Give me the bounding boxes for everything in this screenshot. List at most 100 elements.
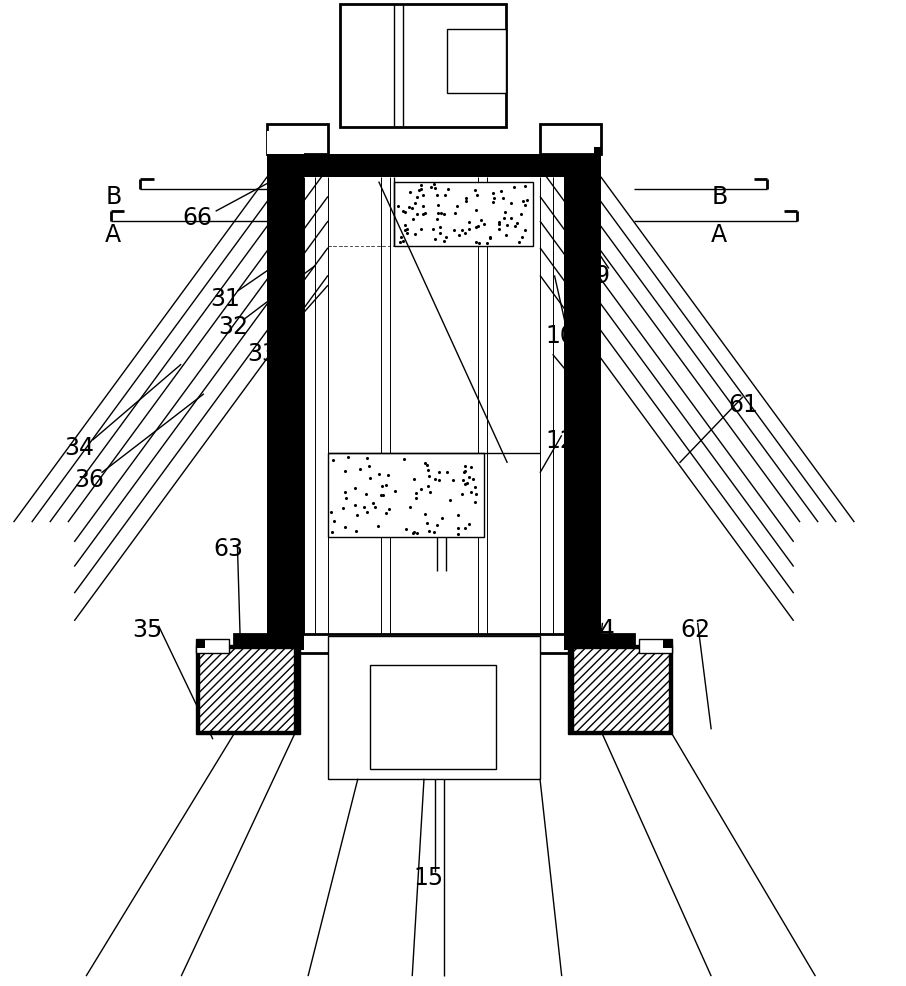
Point	[492, 215, 506, 231]
Point	[325, 525, 340, 540]
Point	[409, 485, 423, 501]
Point	[416, 188, 430, 204]
Point	[420, 478, 435, 494]
Point	[483, 231, 497, 246]
Point	[348, 498, 362, 514]
Point	[392, 235, 407, 250]
Point	[464, 484, 478, 500]
Point	[455, 223, 469, 239]
Point	[426, 222, 440, 238]
Bar	[267, 155, 601, 177]
Point	[412, 182, 427, 198]
Point	[409, 196, 423, 212]
Point	[517, 223, 532, 239]
Point	[429, 232, 443, 247]
Point	[438, 188, 452, 204]
Bar	[196, 646, 300, 735]
Point	[518, 198, 533, 214]
Text: 61: 61	[728, 392, 757, 416]
Bar	[234, 634, 267, 654]
Point	[398, 218, 412, 234]
Point	[462, 517, 477, 532]
Point	[492, 222, 506, 238]
Point	[409, 490, 423, 506]
Bar	[196, 639, 205, 649]
Point	[327, 514, 342, 529]
Point	[418, 206, 432, 222]
Point	[410, 207, 425, 223]
Bar	[568, 646, 672, 735]
Point	[410, 190, 425, 206]
Point	[439, 230, 454, 246]
Point	[480, 237, 495, 252]
Point	[466, 471, 480, 487]
Point	[427, 177, 441, 193]
Point	[461, 222, 476, 238]
Point	[394, 230, 409, 246]
Point	[324, 505, 339, 521]
Point	[429, 180, 443, 196]
Point	[463, 460, 477, 476]
Text: 62: 62	[680, 617, 711, 641]
Point	[458, 194, 473, 210]
Point	[460, 475, 475, 491]
Point	[435, 511, 449, 527]
Point	[362, 458, 377, 474]
Point	[414, 482, 429, 498]
Text: 35: 35	[132, 617, 163, 641]
Point	[441, 182, 456, 198]
Point	[455, 487, 469, 503]
Point	[459, 191, 474, 207]
Bar	[267, 132, 304, 155]
Point	[357, 499, 371, 515]
Point	[341, 450, 355, 465]
Bar	[447, 30, 506, 94]
Point	[350, 508, 364, 524]
Point	[427, 525, 441, 540]
Text: 32: 32	[217, 315, 248, 338]
Point	[396, 234, 410, 249]
Point	[450, 198, 465, 214]
Point	[400, 226, 414, 242]
Point	[397, 452, 411, 467]
Bar	[663, 639, 672, 649]
Point	[446, 472, 460, 488]
Point	[458, 226, 472, 242]
Point	[494, 184, 508, 200]
Point	[360, 505, 374, 521]
Point	[348, 481, 362, 497]
Point	[483, 230, 497, 246]
Point	[430, 198, 445, 214]
Text: 36: 36	[73, 467, 104, 491]
Text: 31: 31	[210, 287, 239, 311]
Point	[467, 479, 482, 495]
Point	[472, 236, 487, 251]
Bar	[328, 636, 540, 779]
Point	[326, 453, 341, 468]
Point	[337, 485, 352, 501]
Point	[402, 184, 417, 200]
Bar	[234, 634, 634, 654]
Point	[407, 525, 421, 540]
Polygon shape	[573, 649, 669, 732]
Point	[430, 518, 445, 533]
Point	[437, 235, 451, 250]
Point	[458, 459, 473, 475]
Point	[477, 217, 492, 233]
Point	[401, 200, 416, 216]
Text: 66: 66	[182, 206, 213, 230]
Point	[516, 193, 530, 209]
Bar	[601, 634, 634, 654]
Point	[422, 485, 437, 501]
Point	[379, 477, 393, 493]
Point	[467, 183, 482, 199]
Point	[487, 195, 501, 211]
Polygon shape	[199, 649, 294, 732]
Point	[349, 524, 363, 539]
Point	[359, 486, 373, 502]
Text: B: B	[105, 185, 121, 209]
Point	[420, 515, 435, 530]
Text: 63: 63	[213, 536, 244, 560]
Point	[368, 500, 382, 516]
Point	[458, 520, 472, 535]
